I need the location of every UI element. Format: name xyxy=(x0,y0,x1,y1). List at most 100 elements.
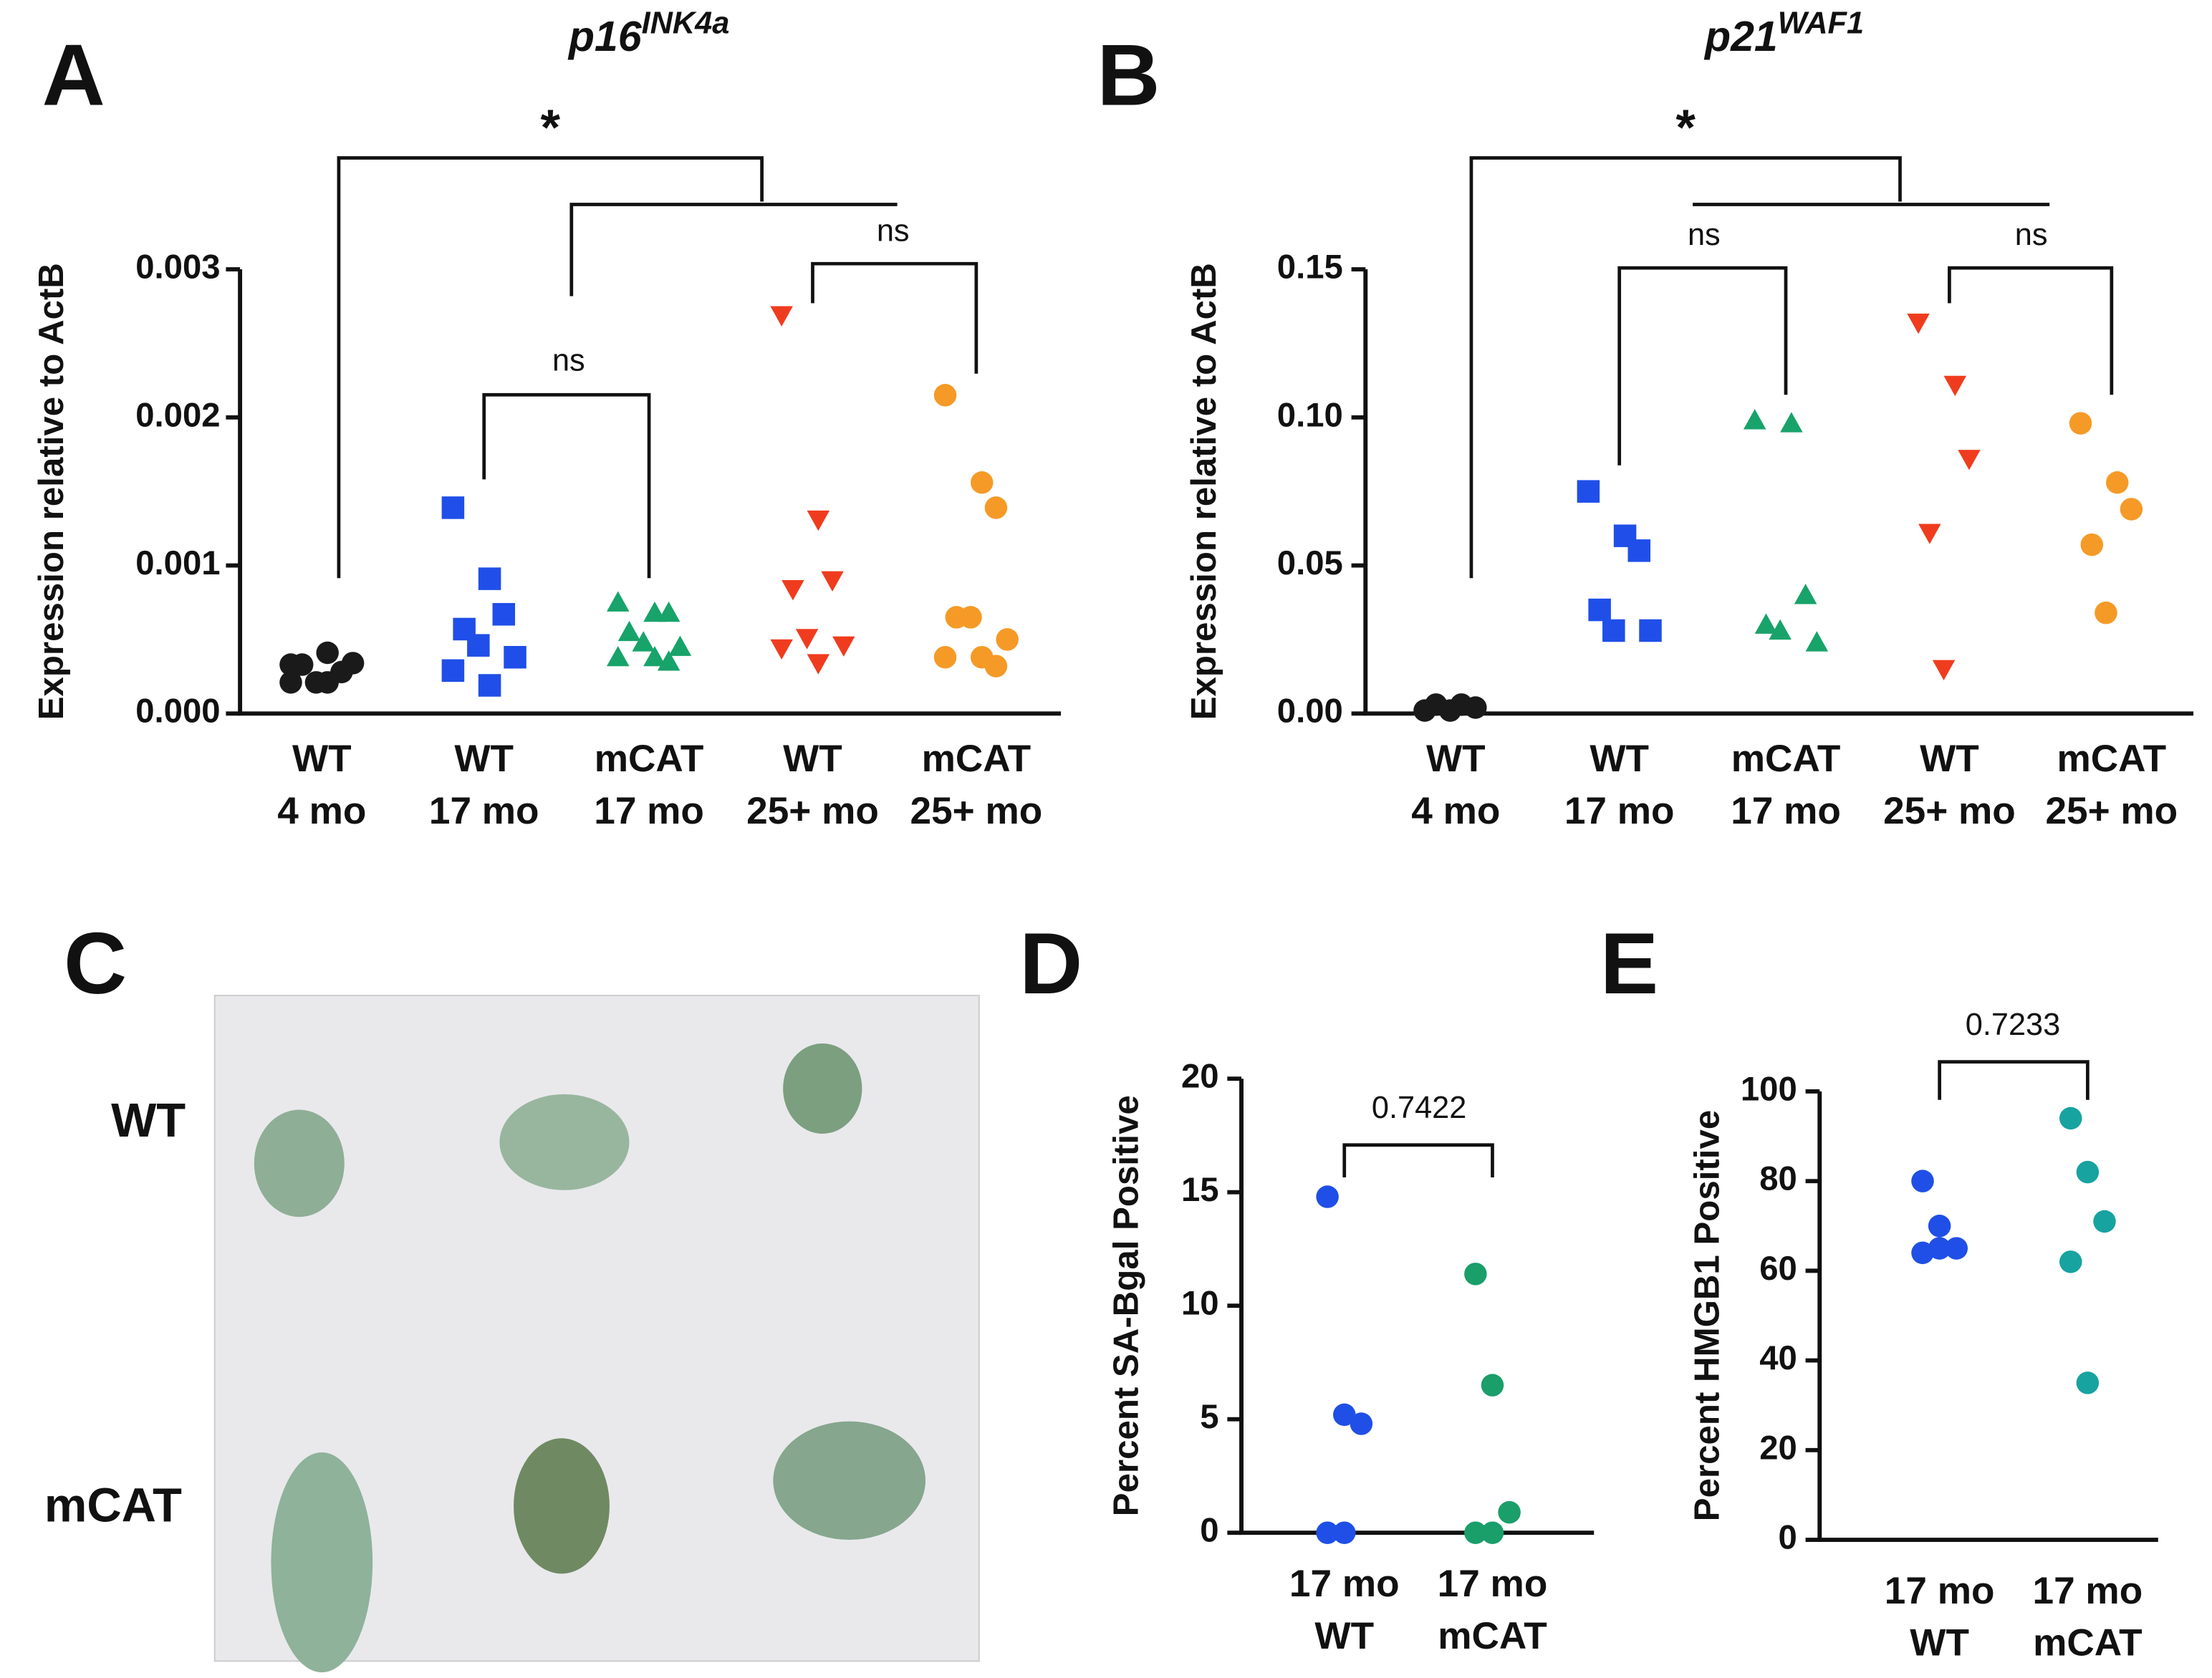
point xyxy=(478,567,501,590)
bracket xyxy=(569,203,898,296)
x-tick-label: WT xyxy=(1920,738,1979,780)
x-tick-label: 17 mo xyxy=(429,790,539,832)
significance-label: * xyxy=(540,100,560,156)
point xyxy=(1945,1237,1968,1260)
point xyxy=(1627,539,1650,562)
point xyxy=(1464,1263,1487,1286)
y-tick-label: 20 xyxy=(1181,1058,1219,1096)
x-tick-label: mCAT xyxy=(2033,1622,2143,1664)
panel-letter: A xyxy=(42,25,105,123)
panel-letter: B xyxy=(1097,25,1160,123)
point xyxy=(770,639,793,660)
point xyxy=(2076,1160,2100,1184)
point xyxy=(1928,1215,1951,1238)
point xyxy=(304,671,328,694)
x-tick-label: 17 mo xyxy=(594,790,704,832)
chart-panel: D Percent SA-Bgal Positive 0 5 10 15 20 17 mo WT… xyxy=(1019,914,1595,1657)
y-tick-label: 0.05 xyxy=(1277,544,1343,582)
point xyxy=(1481,1521,1504,1544)
x-tick-label: WT xyxy=(292,738,352,780)
significance-label: 0.7233 xyxy=(1966,1008,2060,1042)
y-tick-label: 0.00 xyxy=(1277,693,1343,730)
point xyxy=(832,636,855,657)
x-tick-label: 17 mo xyxy=(1564,790,1675,832)
axis xyxy=(1817,1091,2158,1543)
point xyxy=(504,645,526,669)
point xyxy=(2120,498,2143,521)
point xyxy=(316,641,339,665)
y-tick-label: 40 xyxy=(1759,1339,1797,1377)
x-tick-label: 17 mo xyxy=(2033,1570,2143,1612)
bracket xyxy=(811,261,978,374)
chart-title: p21WAF1 xyxy=(1703,6,1864,60)
point xyxy=(643,601,666,622)
tissue xyxy=(254,1109,345,1217)
point xyxy=(970,471,994,494)
y-tick-label: 0.15 xyxy=(1277,249,1343,286)
panel-letter: C xyxy=(64,914,127,1012)
point xyxy=(807,654,830,675)
point xyxy=(1943,375,1967,397)
x-tick-label: 17 mo xyxy=(1885,1570,1995,1612)
point xyxy=(1602,619,1625,642)
photo-panel: C WT mCAT xyxy=(44,914,980,1673)
y-tick-label: 10 xyxy=(1181,1285,1219,1323)
point xyxy=(933,384,957,407)
point xyxy=(2069,412,2092,435)
y-tick-label: 0.001 xyxy=(135,544,220,582)
point xyxy=(782,580,804,601)
title-base: p16 xyxy=(567,13,643,60)
point xyxy=(1932,660,1956,680)
point xyxy=(795,629,819,650)
chart-title: p16INK4a xyxy=(567,6,729,60)
axis xyxy=(1239,1079,1595,1535)
y-tick-label: 0.003 xyxy=(135,249,220,286)
axis xyxy=(1363,269,2194,716)
tissue xyxy=(783,1043,862,1134)
point xyxy=(1958,450,1981,471)
x-tick-label: mCAT xyxy=(595,738,704,780)
x-tick-label: 17 mo xyxy=(1289,1563,1400,1605)
bracket xyxy=(1938,1060,2090,1100)
x-tick-label: 17 mo xyxy=(1731,790,1841,832)
point xyxy=(807,510,830,531)
point xyxy=(2095,601,2117,625)
point xyxy=(290,653,314,676)
y-tick-label: 15 xyxy=(1181,1171,1219,1209)
point xyxy=(1743,409,1766,430)
y-axis-label: Percent HMGB1 Positive xyxy=(1688,1110,1727,1521)
y-tick-label: 0 xyxy=(1778,1519,1797,1557)
x-tick-label: WT xyxy=(783,738,842,780)
point xyxy=(996,628,1019,651)
point xyxy=(1911,1170,1934,1192)
point xyxy=(632,631,655,652)
point xyxy=(959,606,982,629)
tissue xyxy=(514,1438,610,1574)
point xyxy=(467,634,490,657)
point xyxy=(607,591,630,612)
point xyxy=(1928,1237,1951,1260)
point xyxy=(1907,313,1930,334)
x-tick-label: mCAT xyxy=(2057,738,2167,780)
point xyxy=(1464,1521,1487,1544)
panel-letter: D xyxy=(1019,914,1082,1012)
point xyxy=(1805,631,1829,652)
x-tick-label: mCAT xyxy=(1438,1615,1547,1657)
point xyxy=(984,496,1008,519)
point xyxy=(617,620,641,642)
row-label: WT xyxy=(111,1094,186,1147)
x-tick-label: 17 mo xyxy=(1438,1563,1548,1605)
point xyxy=(1754,613,1778,634)
point xyxy=(607,645,630,667)
point xyxy=(441,496,465,519)
significance-label: ns xyxy=(1688,218,1721,252)
point xyxy=(1350,1412,1373,1435)
y-axis-label: Expression relative to ActB xyxy=(1184,263,1223,720)
point xyxy=(2093,1210,2116,1233)
y-axis-label: Expression relative to ActB xyxy=(32,263,71,720)
tissue xyxy=(271,1452,373,1673)
x-tick-label: 25+ mo xyxy=(910,790,1043,832)
